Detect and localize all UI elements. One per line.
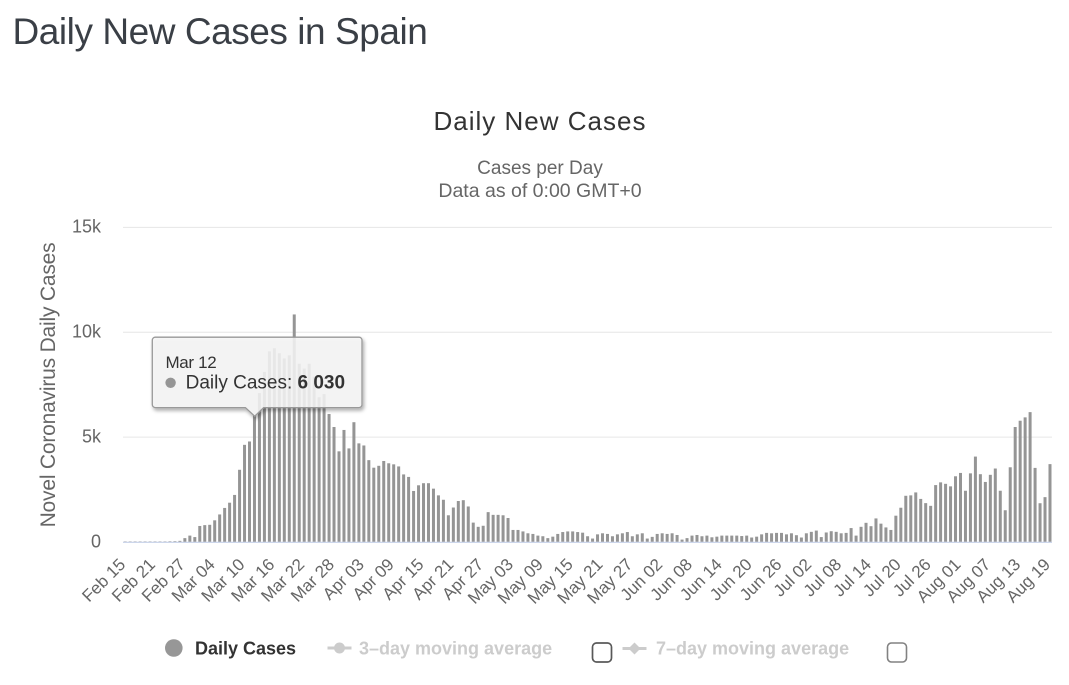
- svg-text:7–day moving average: 7–day moving average: [656, 639, 849, 659]
- svg-text:Novel Coronavirus Daily Cases: Novel Coronavirus Daily Cases: [37, 243, 60, 528]
- svg-text:5k: 5k: [82, 426, 102, 446]
- svg-text:Cases per Day: Cases per Day: [477, 158, 603, 179]
- svg-text:15k: 15k: [72, 217, 102, 237]
- svg-text:Data as of 0:00 GMT+0: Data as of 0:00 GMT+0: [438, 180, 641, 202]
- svg-text:Mar 12: Mar 12: [166, 353, 217, 372]
- svg-text:10k: 10k: [72, 322, 102, 342]
- svg-text:3–day moving average: 3–day moving average: [359, 639, 552, 659]
- svg-text:Daily New Cases: Daily New Cases: [434, 106, 647, 136]
- svg-text:0: 0: [91, 532, 101, 552]
- svg-text:Daily Cases: Daily Cases: [195, 639, 296, 659]
- svg-text:Daily New Cases in Spain: Daily New Cases in Spain: [13, 11, 428, 52]
- svg-text:Daily Cases: 6 030: Daily Cases: 6 030: [186, 372, 345, 393]
